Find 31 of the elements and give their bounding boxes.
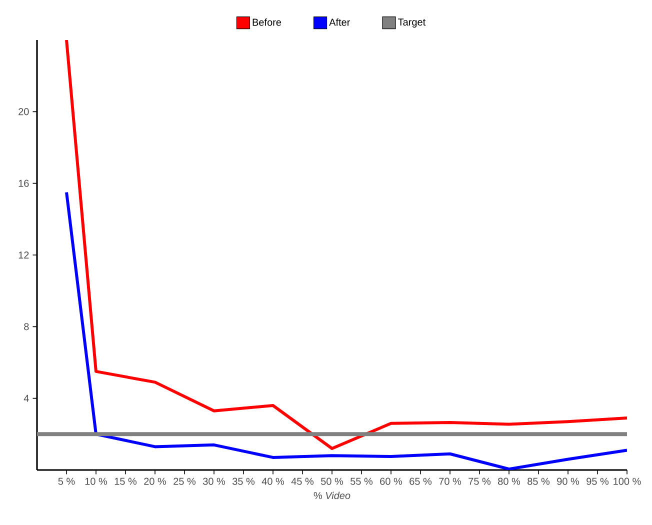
x-axis-title: % Video [314, 492, 350, 500]
x-tick-label: 10 % [85, 478, 108, 485]
y-tick-label: 16 [18, 180, 29, 187]
line-series [65, 40, 628, 450]
x-tick-label: 65 % [410, 478, 432, 485]
x-tick-label: 35 % [232, 478, 255, 485]
x-tick-label: 75 % [468, 478, 491, 485]
line-series [65, 190, 628, 470]
x-tick-label: 15 % [114, 478, 137, 485]
x-tick-label: 70 % [439, 478, 462, 485]
legend-label: Target [398, 18, 426, 28]
y-tick-label: 8 [24, 323, 29, 330]
x-tick-label: 45 % [291, 478, 314, 485]
x-tick-label: 60 % [380, 478, 402, 485]
x-tick-label: 25 % [174, 478, 196, 485]
x-tick-label: 55 % [350, 478, 373, 485]
x-tick-label: 100 % [614, 478, 641, 485]
x-tick-label: 80 % [498, 478, 520, 485]
x-tick-label: 30 % [202, 478, 226, 485]
x-tick-label: 90 % [557, 478, 580, 485]
legend-label: After [329, 18, 350, 26]
x-tick-label: 5 % [58, 478, 75, 485]
y-tick-label: 4 [24, 394, 29, 402]
x-tick-label: 20 % [144, 478, 166, 485]
y-tick-label: 12 [18, 252, 29, 258]
x-tick-label: 95 % [586, 478, 609, 485]
x-tick-label: 40 % [262, 478, 284, 485]
y-tick-label: 20 [18, 108, 29, 116]
legend-label: Before [252, 18, 282, 26]
x-tick-label: 50 % [321, 478, 344, 485]
x-tick-label: 85 % [528, 478, 550, 485]
